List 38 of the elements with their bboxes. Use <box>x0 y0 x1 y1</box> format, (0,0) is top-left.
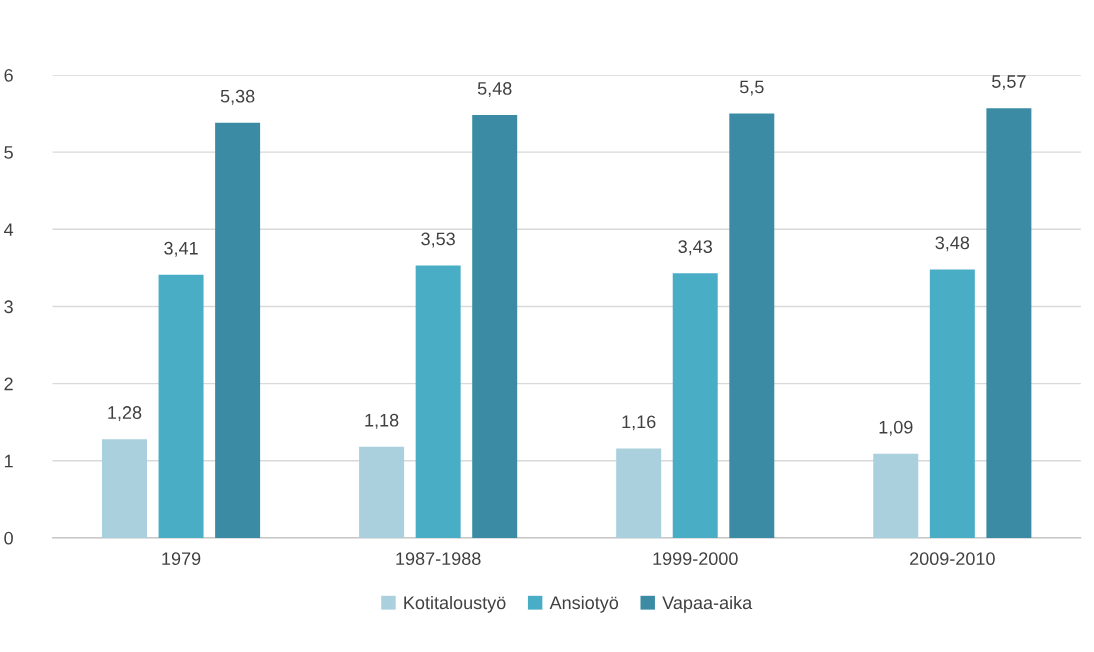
bar <box>672 273 718 538</box>
y-tick-label: 4 <box>4 223 14 236</box>
bar <box>873 453 919 538</box>
y-tick-label: 5 <box>4 146 13 159</box>
data-label: 3,41 <box>164 241 198 257</box>
x-tick-label: 2009-2010 <box>910 552 995 566</box>
data-label: 1,16 <box>622 415 656 431</box>
bar <box>102 439 147 538</box>
legend-label: Vapaa-aika <box>662 595 753 613</box>
data-label: 5,5 <box>739 80 764 96</box>
bar <box>415 265 461 538</box>
x-tick-label: 1999-2000 <box>653 552 738 566</box>
bar <box>986 108 1032 538</box>
bar <box>215 122 261 538</box>
bar <box>616 448 662 538</box>
data-label: 1,28 <box>108 406 142 422</box>
bar <box>359 446 405 538</box>
y-tick-label: 1 <box>4 454 13 468</box>
legend-label: Ansiotyö <box>549 595 619 613</box>
x-tick-label: 1979 <box>162 552 201 566</box>
data-label: 5,38 <box>220 89 255 105</box>
data-label: 5,57 <box>992 75 1026 91</box>
bar <box>929 269 975 538</box>
data-label: 1,18 <box>365 413 399 429</box>
data-label: 3,48 <box>935 236 970 252</box>
data-label: 1,09 <box>879 420 913 436</box>
bar <box>472 115 518 538</box>
data-label: 3,43 <box>678 240 713 256</box>
y-tick-label: 6 <box>4 68 13 82</box>
data-label: 5,48 <box>477 82 512 97</box>
y-tick-label: 0 <box>4 531 13 545</box>
data-label: 3,53 <box>421 232 455 248</box>
bar <box>729 113 775 538</box>
bar <box>158 274 204 538</box>
y-tick-label: 2 <box>4 377 13 391</box>
legend-label: Kotitaloustyö <box>404 595 506 613</box>
y-tick-label: 3 <box>4 300 13 314</box>
x-tick-label: 1987-1988 <box>396 552 481 566</box>
